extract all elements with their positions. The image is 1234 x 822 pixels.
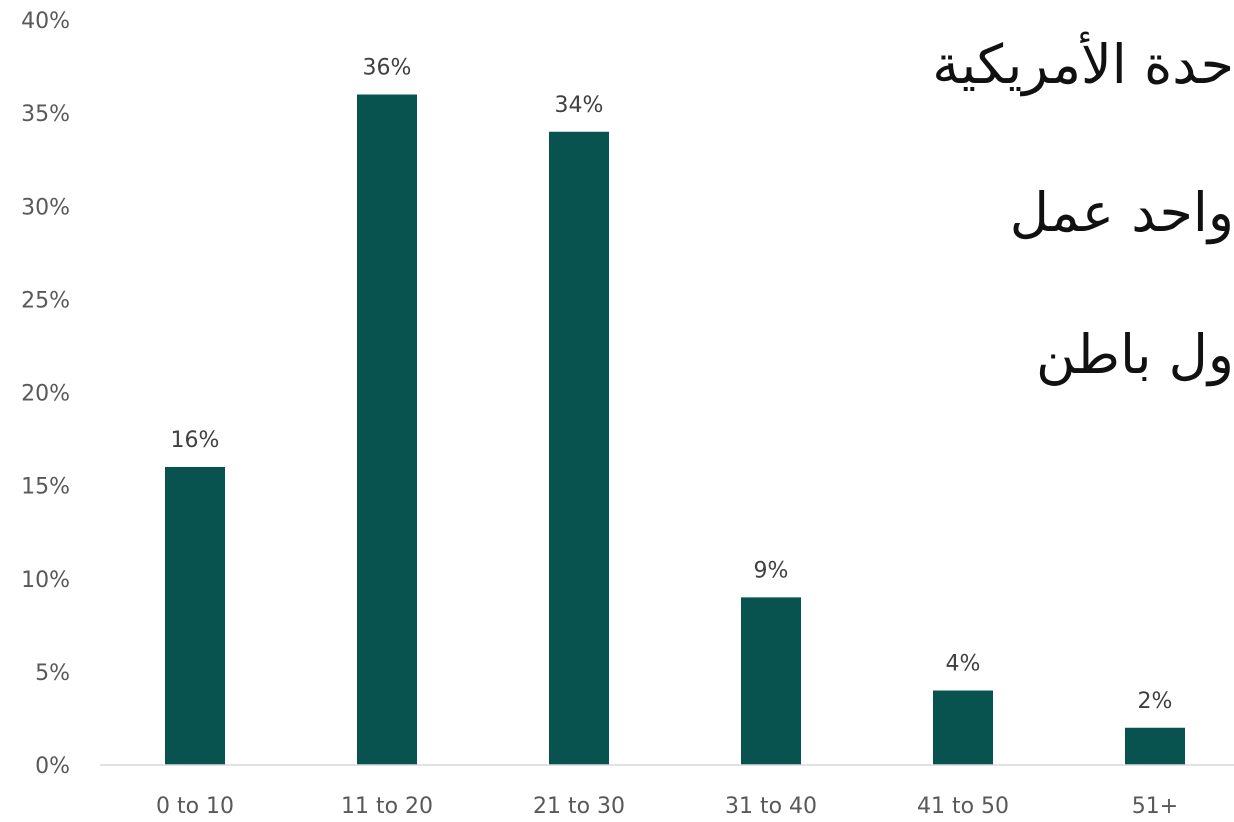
- x-axis-labels: 0 to 10 11 to 20 21 to 30 31 to 40 41 to 50 5…: [156, 794, 1178, 819]
- overlay-text-line-2: واحد عمل: [1009, 181, 1234, 244]
- bar: [1125, 727, 1185, 765]
- x-tick-label: 41 to 50: [917, 794, 1009, 819]
- x-tick-label: 31 to 40: [725, 794, 817, 819]
- data-label: 16%: [171, 428, 220, 453]
- y-tick-label: 25%: [21, 288, 70, 313]
- y-tick-label: 30%: [21, 195, 70, 220]
- y-tick-label: 5%: [35, 661, 70, 686]
- x-tick-label: 51+: [1132, 794, 1178, 819]
- y-tick-label: 15%: [21, 475, 70, 500]
- data-label: 2%: [1138, 689, 1173, 714]
- y-tick-label: 40%: [21, 9, 70, 34]
- bar: [165, 467, 225, 765]
- y-tick-label: 35%: [21, 102, 70, 127]
- data-label: 9%: [754, 558, 789, 583]
- data-label: 4%: [946, 652, 981, 677]
- data-labels: 16% 36% 34% 9% 4% 2%: [171, 56, 1173, 714]
- y-tick-label: 0%: [35, 754, 70, 779]
- data-label: 36%: [363, 56, 412, 81]
- bar: [741, 597, 801, 765]
- overlay-text-line-3: ول باطن: [1035, 323, 1234, 386]
- y-tick-label: 20%: [21, 382, 70, 407]
- bar: [357, 94, 417, 765]
- x-tick-label: 0 to 10: [156, 794, 234, 819]
- x-tick-label: 11 to 20: [341, 794, 433, 819]
- x-tick-label: 21 to 30: [533, 794, 625, 819]
- bars: [165, 94, 1185, 765]
- data-label: 34%: [555, 93, 604, 118]
- bar: [933, 690, 993, 765]
- y-tick-label: 10%: [21, 568, 70, 593]
- bar: [549, 131, 609, 765]
- overlay-text-line-1: حدة الأمريكية: [932, 33, 1234, 96]
- y-axis-labels: 0% 5% 10% 15% 20% 25% 30% 35% 40%: [21, 9, 70, 779]
